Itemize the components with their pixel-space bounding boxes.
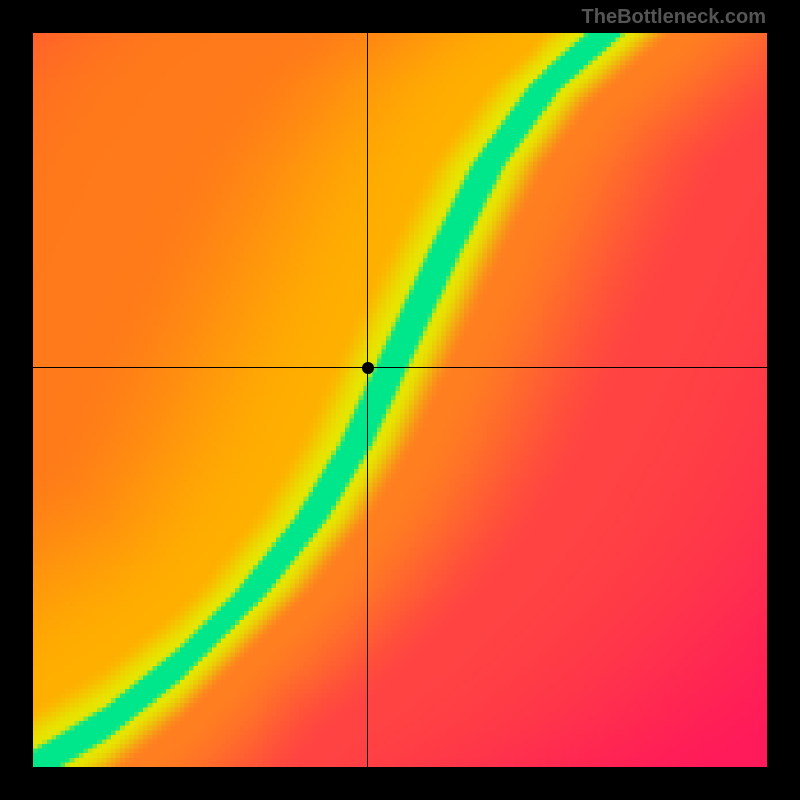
chart-container: TheBottleneck.com xyxy=(0,0,800,800)
crosshair-marker xyxy=(362,362,374,374)
crosshair-vertical xyxy=(367,33,368,767)
crosshair-horizontal xyxy=(33,367,767,368)
watermark-label: TheBottleneck.com xyxy=(582,6,766,29)
heatmap-canvas xyxy=(33,33,767,767)
